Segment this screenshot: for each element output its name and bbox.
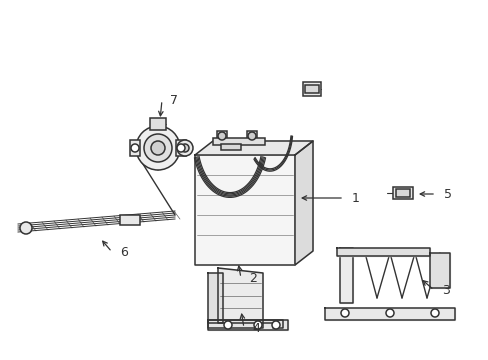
Polygon shape [294, 141, 312, 265]
Circle shape [340, 309, 348, 317]
Circle shape [385, 309, 393, 317]
Text: 4: 4 [251, 321, 259, 334]
Circle shape [131, 144, 139, 152]
Polygon shape [195, 155, 294, 265]
Text: 3: 3 [441, 284, 449, 297]
Circle shape [271, 321, 280, 329]
Text: 1: 1 [351, 192, 359, 204]
Polygon shape [207, 273, 223, 323]
Circle shape [253, 321, 262, 329]
Polygon shape [339, 248, 352, 303]
Circle shape [177, 144, 184, 152]
Text: 5: 5 [443, 188, 451, 201]
Circle shape [218, 132, 225, 140]
Bar [213, 138, 264, 145]
Bar [221, 144, 241, 150]
Bar [150, 118, 165, 130]
Polygon shape [218, 268, 263, 323]
Polygon shape [325, 308, 454, 320]
Text: 7: 7 [170, 94, 178, 107]
Bar [246, 131, 257, 141]
Circle shape [136, 126, 180, 170]
Polygon shape [207, 320, 283, 328]
Circle shape [430, 309, 438, 317]
Circle shape [181, 144, 189, 152]
Bar [130, 140, 140, 156]
Text: 2: 2 [248, 271, 256, 284]
Circle shape [20, 222, 32, 234]
Polygon shape [207, 320, 287, 330]
Bar [176, 140, 185, 156]
Circle shape [224, 321, 231, 329]
Circle shape [247, 132, 256, 140]
Circle shape [143, 134, 172, 162]
Polygon shape [429, 253, 449, 288]
Bar [305, 85, 318, 93]
Bar [392, 187, 412, 199]
Bar [120, 215, 140, 225]
Bar [303, 82, 320, 96]
Polygon shape [336, 248, 429, 256]
Bar [217, 131, 226, 141]
Polygon shape [195, 141, 312, 155]
Circle shape [151, 141, 164, 155]
Circle shape [177, 140, 193, 156]
Bar [395, 189, 409, 197]
Text: 6: 6 [120, 246, 128, 258]
